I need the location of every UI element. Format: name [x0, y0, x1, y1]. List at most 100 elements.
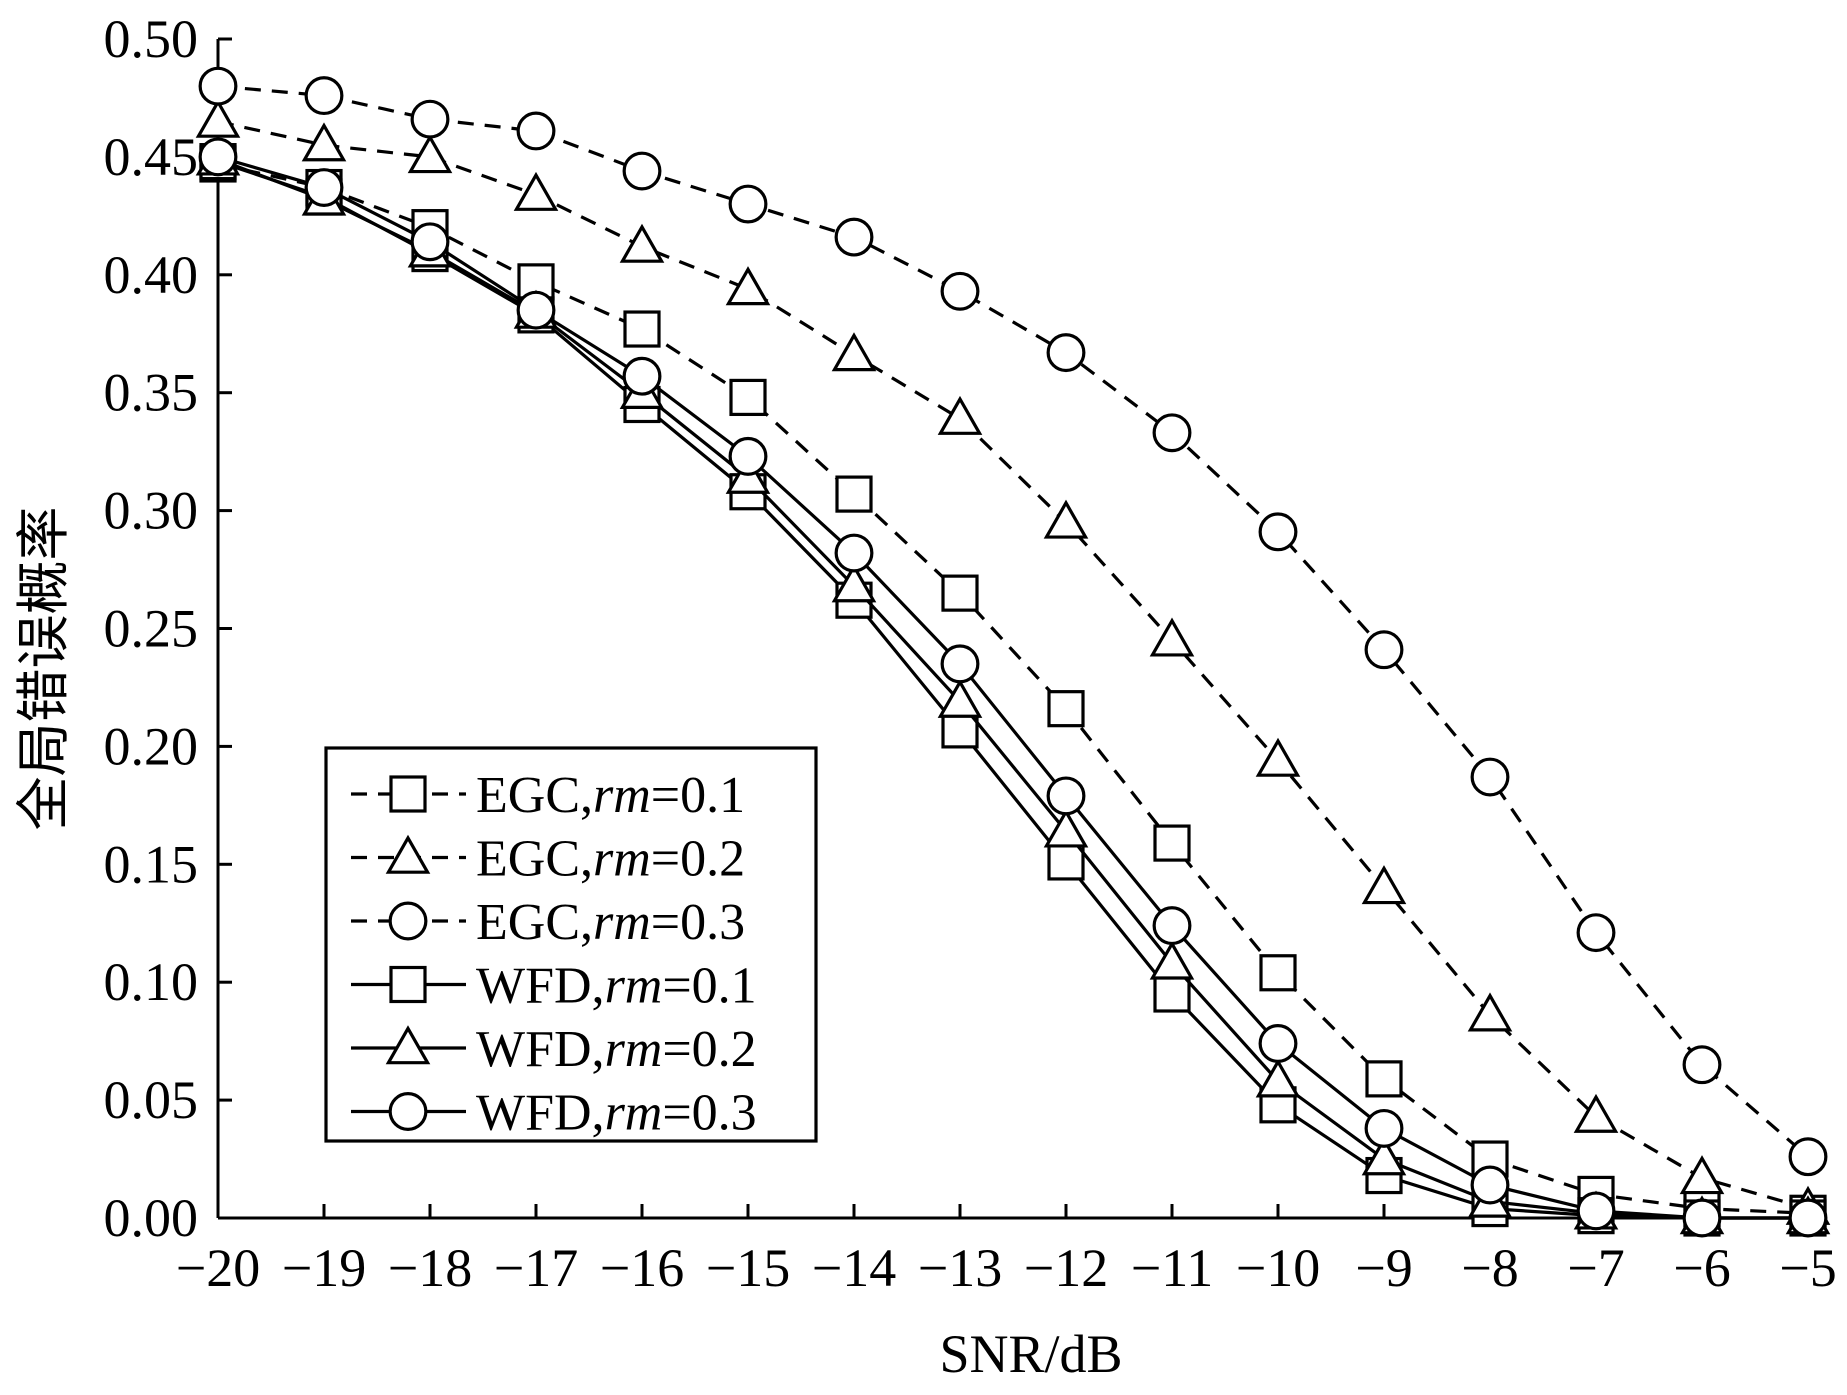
series-6 [198, 137, 1828, 1238]
data-point [1152, 906, 1192, 946]
legend-item: WFD,rm=0.3 [351, 1085, 757, 1142]
data-point [1679, 1155, 1725, 1195]
data-point [198, 66, 238, 106]
y-tick-label: 0.25 [104, 599, 199, 659]
y-tick-label: 0.45 [104, 127, 199, 187]
y-tick-label: 0.35 [104, 363, 199, 423]
data-point [835, 475, 873, 513]
data-point [1682, 1045, 1722, 1085]
legend-item: WFD,rm=0.2 [351, 1021, 757, 1078]
x-tick-label: −14 [812, 1238, 896, 1298]
series-line [217, 157, 1808, 1220]
legend-label-var: rm [605, 1021, 663, 1078]
data-point [1361, 1136, 1407, 1176]
data-point [1365, 1060, 1403, 1098]
y-tick-label: 0.40 [104, 245, 199, 305]
data-point [941, 574, 979, 612]
x-tick-label: −12 [1024, 1238, 1108, 1298]
data-point [1682, 1198, 1722, 1238]
legend-label-value: =0.1 [651, 767, 745, 824]
data-point [198, 137, 238, 177]
legend-marker [389, 965, 427, 1004]
legend-label-prefix: WFD, [476, 1085, 605, 1142]
x-tick-label: −13 [918, 1238, 1002, 1298]
data-point [301, 122, 347, 162]
data-point [1047, 690, 1085, 728]
data-point [1361, 865, 1407, 905]
data-point [195, 98, 241, 138]
x-tick-label: −10 [1236, 1238, 1320, 1298]
data-point [728, 436, 768, 476]
legend: EGC,rm=0.1EGC,rm=0.2EGC,rm=0.3WFD,rm=0.1… [324, 746, 818, 1143]
legend-label-var: rm [593, 831, 651, 888]
data-point [834, 533, 874, 573]
y-tick-label: 0.15 [104, 834, 199, 894]
legend-label-prefix: EGC, [476, 767, 593, 824]
data-point [937, 678, 983, 718]
x-tick-label: −5 [1779, 1238, 1836, 1298]
data-point [516, 290, 556, 330]
data-point [407, 134, 453, 174]
data-point [940, 271, 980, 311]
x-tick-label: −19 [282, 1238, 366, 1298]
x-tick-label: −17 [494, 1238, 578, 1298]
legend-label-value: =0.1 [662, 958, 756, 1015]
data-point [1153, 975, 1191, 1013]
data-point [1576, 913, 1616, 953]
data-point [623, 310, 661, 348]
data-point [1152, 413, 1192, 453]
legend-label-prefix: WFD, [476, 958, 605, 1015]
data-point [1470, 1165, 1510, 1205]
y-tick-label: 0.10 [104, 952, 199, 1012]
data-point [834, 217, 874, 257]
series-line [217, 160, 1808, 1220]
legend-label-prefix: EGC, [476, 831, 593, 888]
x-tick-label: −11 [1131, 1238, 1213, 1298]
x-tick-label: −16 [600, 1238, 684, 1298]
data-point [1047, 843, 1085, 881]
legend-label-value: =0.3 [651, 894, 745, 951]
x-tick-label: −15 [706, 1238, 790, 1298]
data-point [516, 111, 556, 151]
data-point [1153, 824, 1191, 862]
data-point [1788, 1137, 1828, 1177]
data-point [622, 356, 662, 396]
data-point [513, 171, 559, 211]
x-tick-label: −7 [1567, 1238, 1624, 1298]
legend-label-var: rm [605, 1085, 663, 1142]
legend-item: WFD,rm=0.1 [351, 958, 757, 1015]
data-point [1043, 808, 1089, 848]
y-tick-label: 0.50 [104, 9, 199, 69]
data-point [831, 332, 877, 372]
data-point [1043, 499, 1089, 539]
data-point [728, 184, 768, 224]
legend-label: EGC,rm=0.3 [476, 894, 745, 951]
data-point [1788, 1198, 1828, 1238]
data-point [1470, 757, 1510, 797]
x-axis-title: SNR/dB [939, 1324, 1122, 1384]
legend-label-var: rm [605, 958, 663, 1015]
legend-label: EGC,rm=0.2 [476, 831, 745, 888]
legend-item: EGC,rm=0.2 [351, 831, 745, 888]
legend-box [324, 746, 818, 1143]
data-point [304, 76, 344, 116]
data-point [1149, 940, 1195, 980]
data-point [1149, 617, 1195, 657]
legend-label-value: =0.2 [662, 1021, 756, 1078]
data-point [1258, 512, 1298, 552]
series-line [217, 84, 1810, 1158]
data-point [410, 222, 450, 262]
data-point [937, 395, 983, 435]
x-tick-label: −8 [1461, 1238, 1518, 1298]
legend-marker [389, 775, 427, 813]
data-point [1467, 992, 1513, 1032]
x-tick-label: −20 [176, 1238, 260, 1298]
data-point [304, 168, 344, 208]
legend-label: EGC,rm=0.1 [476, 767, 745, 824]
data-point [941, 711, 979, 749]
data-point [729, 378, 767, 417]
legend-marker [388, 1092, 428, 1131]
legend-label-var: rm [593, 767, 651, 824]
data-point [410, 99, 450, 139]
